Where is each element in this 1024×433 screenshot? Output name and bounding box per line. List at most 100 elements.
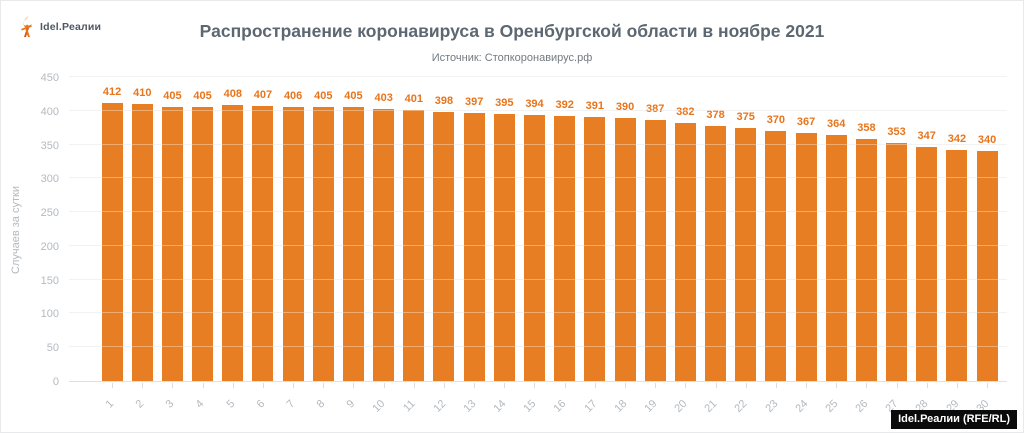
bar-value-label: 405 [344, 90, 363, 103]
bar[interactable] [252, 106, 274, 381]
axis-tickmark [685, 383, 687, 388]
bar-slot: 407 [248, 78, 278, 381]
bar[interactable] [584, 116, 606, 381]
bar[interactable] [282, 106, 304, 381]
bar[interactable] [946, 149, 968, 381]
bar[interactable] [795, 133, 817, 381]
bar[interactable] [735, 127, 757, 381]
bar-value-label: 403 [374, 91, 393, 104]
x-slot: 7 [278, 383, 308, 425]
axis-tickmark [504, 383, 506, 388]
bar-value-label: 398 [434, 95, 454, 108]
bar-value-label: 394 [525, 97, 544, 110]
bar[interactable] [403, 110, 425, 381]
bar[interactable] [222, 105, 244, 381]
bar-value-label: 392 [555, 99, 574, 112]
bar[interactable] [554, 116, 576, 381]
x-slot: 6 [248, 383, 278, 425]
axis-tickmark [806, 383, 808, 388]
gridline-overlay [69, 278, 1007, 280]
bar[interactable] [765, 131, 787, 381]
axis-tickmark [564, 383, 566, 388]
bar-value-label: 408 [223, 88, 242, 101]
bar-slot: 353 [881, 78, 911, 381]
bar[interactable] [976, 151, 998, 381]
x-slot: 16 [550, 383, 580, 425]
axis-tickmark [262, 383, 264, 388]
bar[interactable] [342, 107, 364, 381]
x-tick-label: 15 [521, 397, 539, 415]
x-slot: 25 [821, 383, 851, 425]
bar-slot: 358 [851, 78, 881, 381]
x-tick-label: 22 [732, 397, 750, 415]
bar-slot: 387 [640, 78, 670, 381]
x-tick-label: 4 [194, 397, 207, 411]
bar[interactable] [705, 125, 727, 381]
axis-tickmark [534, 383, 536, 388]
bar[interactable] [101, 102, 123, 381]
bar-value-label: 358 [857, 122, 876, 135]
credit-badge: Idel.Реалии (RFE/RL) [891, 410, 1017, 429]
bar-value-label: 342 [947, 132, 967, 145]
x-tick-label: 10 [370, 397, 388, 415]
axis-tickmark [926, 383, 928, 388]
bar[interactable] [614, 117, 636, 381]
bar-slot: 397 [459, 78, 489, 381]
axis-tickmark [474, 383, 476, 388]
bar[interactable] [523, 114, 545, 381]
bar[interactable] [433, 112, 455, 381]
axis-tickmark [956, 383, 958, 388]
x-slot: 24 [791, 383, 821, 425]
gridline-overlay [69, 244, 1007, 246]
bar[interactable] [674, 122, 696, 381]
x-tick-label: 8 [314, 397, 328, 411]
bar-value-label: 340 [977, 134, 997, 147]
x-slot: 20 [670, 383, 700, 425]
bar-slot: 370 [761, 78, 791, 381]
axis-tickmark [172, 383, 174, 388]
bar[interactable] [192, 107, 214, 381]
bar[interactable] [916, 146, 938, 381]
x-tick-label: 7 [284, 397, 298, 411]
x-tick-label: 13 [461, 397, 479, 415]
bar-slot: 408 [218, 78, 248, 381]
bar[interactable] [644, 119, 666, 381]
bar-value-label: 375 [736, 110, 755, 123]
bar-slot: 347 [912, 78, 942, 381]
bar-slot: 364 [821, 78, 851, 381]
bar-value-label: 391 [585, 99, 605, 112]
x-slot: 12 [429, 383, 459, 425]
bar[interactable] [855, 139, 877, 381]
bar[interactable] [312, 107, 334, 381]
brand-logo: Idel.Реалии [19, 16, 101, 37]
axis-tickmark [655, 383, 657, 388]
bar-slot: 412 [97, 78, 127, 381]
gridline-overlay [69, 76, 1007, 77]
x-tick-label: 18 [612, 397, 630, 415]
bar[interactable] [886, 142, 908, 381]
bar-value-label: 406 [283, 89, 303, 102]
bar-slot: 401 [399, 78, 429, 381]
x-tick-label: 26 [853, 397, 871, 415]
x-slot: 2 [127, 383, 157, 425]
bar[interactable] [161, 107, 183, 381]
bar-slot: 375 [731, 78, 761, 381]
x-slot: 14 [489, 383, 519, 425]
bar[interactable] [373, 108, 395, 381]
bar[interactable] [825, 135, 847, 381]
bar-slot: 405 [338, 78, 368, 381]
gridline-overlay [69, 109, 1007, 111]
x-tick-label: 1 [103, 397, 117, 411]
x-tick-label: 11 [401, 397, 419, 415]
bar[interactable] [131, 104, 153, 381]
x-slot: 23 [761, 383, 791, 425]
bar[interactable] [493, 114, 515, 381]
axis-tickmark [745, 383, 747, 388]
bar-value-label: 395 [495, 97, 514, 110]
x-slot: 29 [942, 383, 972, 425]
bar-slot: 378 [700, 78, 730, 381]
gridline-overlay [69, 177, 1007, 179]
x-tick-label: 23 [762, 397, 781, 415]
bar[interactable] [463, 112, 485, 381]
